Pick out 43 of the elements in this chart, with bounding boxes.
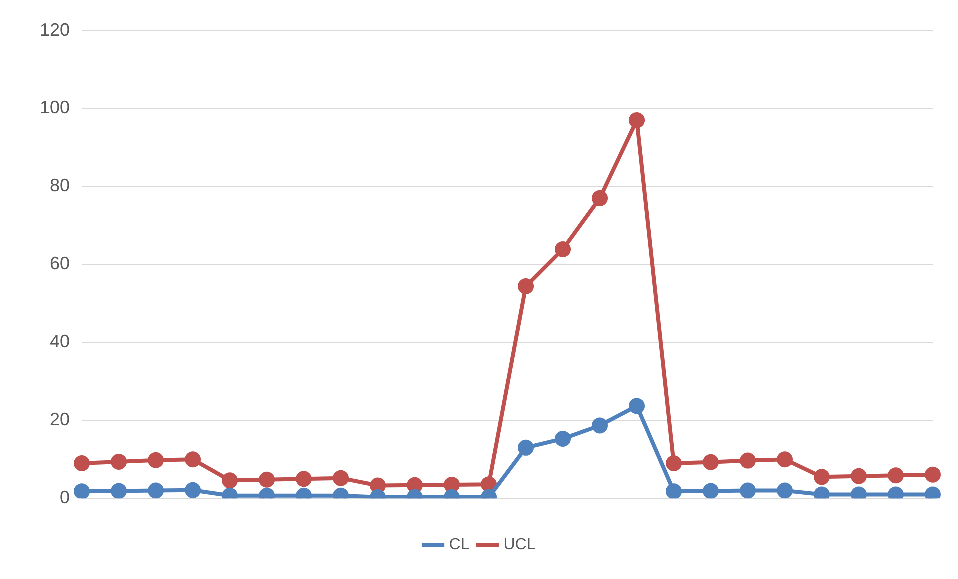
point (518, 440, 534, 456)
point (777, 482, 794, 499)
point (888, 468, 904, 484)
point (592, 418, 608, 434)
point (851, 468, 868, 484)
point (740, 482, 756, 499)
point (629, 398, 646, 414)
point (740, 452, 756, 469)
y-tick-label: 60 (50, 254, 70, 274)
point (148, 452, 164, 468)
point (185, 482, 202, 498)
point (148, 482, 164, 499)
point (925, 466, 941, 483)
point (703, 483, 720, 499)
point (518, 278, 534, 295)
y-tick-label: 0 (60, 488, 70, 508)
point (333, 470, 350, 486)
point (296, 471, 312, 488)
point (592, 190, 608, 206)
point (111, 454, 128, 470)
point (185, 452, 202, 468)
point (259, 472, 276, 488)
point (444, 476, 460, 493)
y-tick-label: 40 (50, 332, 70, 352)
point (74, 484, 90, 499)
point (555, 241, 572, 258)
y-tick-label: 100 (40, 98, 70, 118)
point (111, 483, 128, 499)
point (666, 456, 682, 472)
point (703, 454, 720, 470)
y-tick-label: 80 (50, 176, 70, 196)
point (629, 112, 646, 128)
point (407, 477, 424, 494)
point (222, 472, 238, 489)
y-tick-label: 120 (40, 20, 70, 40)
point (814, 469, 830, 486)
point (555, 430, 572, 447)
legend-label: CL (449, 536, 470, 554)
legend-label: UCL (504, 536, 536, 554)
point (666, 484, 682, 499)
y-tick-label: 20 (50, 410, 70, 430)
point (74, 456, 90, 472)
point (777, 452, 794, 468)
